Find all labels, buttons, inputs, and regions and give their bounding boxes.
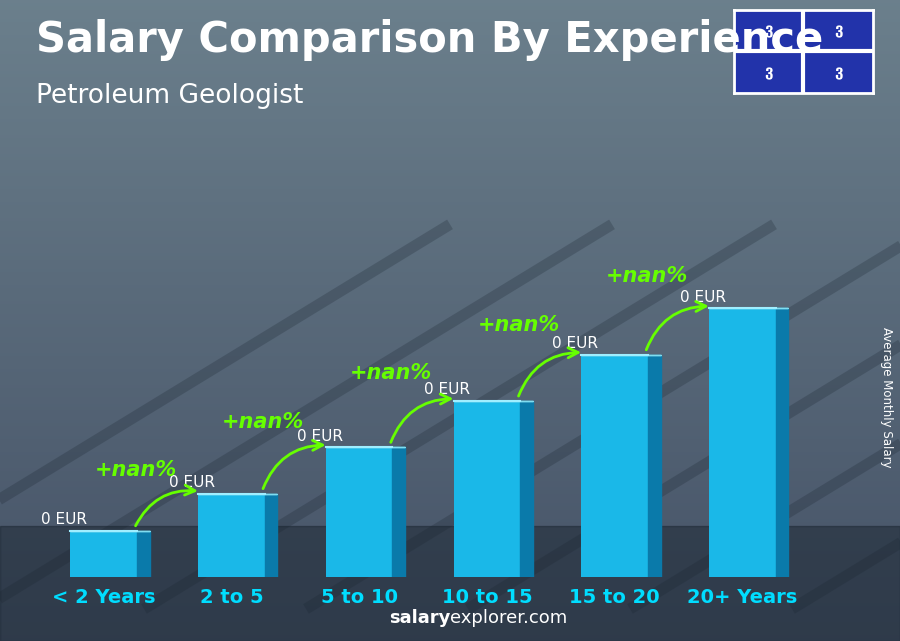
Text: +nan%: +nan% xyxy=(350,363,432,383)
Bar xyxy=(454,401,520,577)
Text: 0 EUR: 0 EUR xyxy=(296,429,343,444)
Bar xyxy=(581,354,648,577)
Polygon shape xyxy=(648,354,661,577)
Text: 0 EUR: 0 EUR xyxy=(169,475,215,490)
Text: Petroleum Geologist: Petroleum Geologist xyxy=(36,83,303,110)
Text: ვ: ვ xyxy=(833,65,842,79)
Text: +nan%: +nan% xyxy=(606,266,688,286)
Bar xyxy=(326,447,392,577)
Text: +nan%: +nan% xyxy=(94,460,176,480)
Polygon shape xyxy=(137,531,149,577)
Text: +nan%: +nan% xyxy=(222,412,304,432)
Text: 0 EUR: 0 EUR xyxy=(552,336,598,351)
Bar xyxy=(70,531,137,577)
Bar xyxy=(198,494,265,577)
Polygon shape xyxy=(776,308,788,577)
Polygon shape xyxy=(392,447,405,577)
Text: 0 EUR: 0 EUR xyxy=(424,382,471,397)
Text: ვ: ვ xyxy=(764,23,773,38)
Text: ვ: ვ xyxy=(833,23,842,38)
Bar xyxy=(709,308,776,577)
Text: salary: salary xyxy=(389,609,450,627)
Polygon shape xyxy=(265,494,277,577)
Text: 0 EUR: 0 EUR xyxy=(680,290,725,304)
Text: Average Monthly Salary: Average Monthly Salary xyxy=(880,327,893,468)
Polygon shape xyxy=(520,401,533,577)
Text: explorer.com: explorer.com xyxy=(450,609,567,627)
Text: 0 EUR: 0 EUR xyxy=(41,512,87,527)
Text: +nan%: +nan% xyxy=(478,315,560,335)
Bar xyxy=(0,526,900,641)
Text: Salary Comparison By Experience: Salary Comparison By Experience xyxy=(36,19,824,62)
Text: ვ: ვ xyxy=(764,65,773,79)
